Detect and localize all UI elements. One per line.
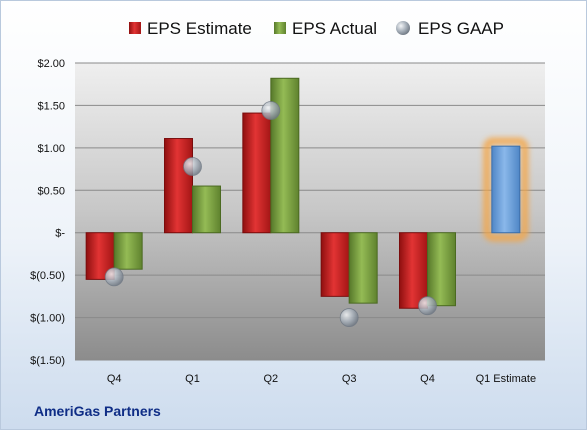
legend-label-actual: EPS Actual [292,19,377,38]
bar-eps-estimate [164,138,193,234]
y-tick-label: $1.50 [37,100,65,112]
point-eps-gaap [339,308,359,327]
x-category-label: Q3 [342,373,357,385]
legend: EPS Estimate EPS Actual EPS GAAP [129,19,504,38]
legend-swatch-gaap [396,21,410,35]
legend-label-gaap: EPS GAAP [418,19,504,38]
y-tick-label: $(0.50) [30,270,65,282]
y-tick-label: $(1.50) [30,355,65,367]
y-tick-label: $(1.00) [30,313,65,325]
bar-eps-actual [270,77,300,234]
bar-eps-actual [348,232,378,304]
x-category-label: Q4 [420,373,435,385]
bar-next-estimate [491,145,521,234]
y-tick-label: $2.00 [37,58,65,70]
y-tick-label: $1.00 [37,143,65,155]
gridlines [75,62,545,361]
bar-eps-actual [427,232,456,307]
bar-eps-estimate [320,232,350,297]
x-axis-categories: Q4 Q1 Q2 Q3 Q4 Q1 Estimate [107,373,536,385]
gaap-points [104,101,437,327]
highlight-glow [483,137,529,242]
x-category-label: Q1 [185,373,200,385]
x-category-label: Q2 [263,373,278,385]
bar-eps-estimate [242,112,272,234]
point-eps-gaap [183,157,202,176]
y-tick-label: $- [55,228,65,240]
legend-item-eps-gaap: EPS GAAP [396,19,504,38]
point-eps-gaap [104,267,124,287]
plot-area [75,63,545,360]
x-category-label: Q4 [107,373,122,385]
bar-eps-actual [192,185,221,234]
point-eps-gaap [261,101,281,120]
y-axis-ticks: $(1.50) $(1.00) $(0.50) $- $0.50 $1.00 $1.50 $2… [30,58,65,367]
legend-item-eps-actual: EPS Actual [274,19,377,38]
company-name: AmeriGas Partners [34,403,161,419]
bar-eps-actual [113,232,143,270]
bars [85,77,529,309]
bar-eps-estimate [399,232,428,309]
y-tick-label: $0.50 [37,185,65,197]
x-category-label: Q1 Estimate [476,373,537,385]
legend-item-eps-estimate: EPS Estimate [129,19,252,38]
point-eps-gaap [418,296,437,316]
legend-label-estimate: EPS Estimate [147,19,252,38]
legend-swatch-estimate [129,22,141,34]
legend-swatch-actual [274,22,286,34]
